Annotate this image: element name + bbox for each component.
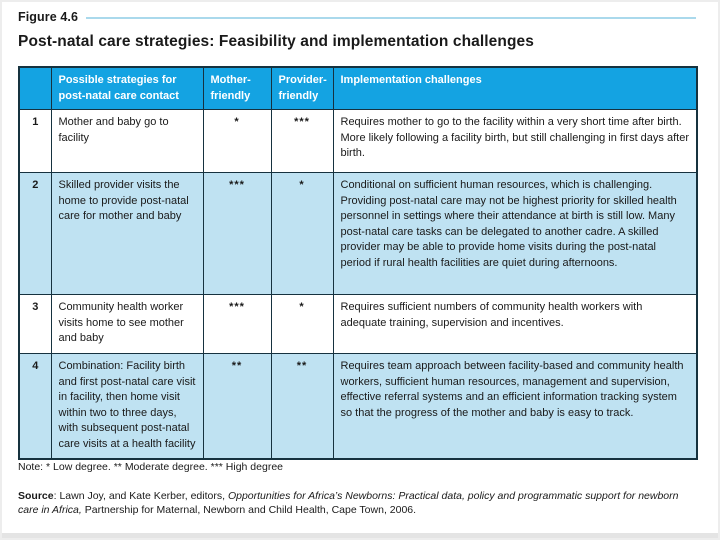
mother-friendly-rating: *** bbox=[202, 294, 272, 354]
strategy-cell: Skilled provider visits the home to prov… bbox=[50, 172, 204, 295]
source-publisher: Partnership for Maternal, Newborn and Ch… bbox=[81, 504, 417, 516]
table-row: 1 Mother and baby go to facility * *** R… bbox=[18, 109, 698, 173]
source-authors: : Lawn Joy, and Kate Kerber, editors, bbox=[53, 490, 228, 502]
mother-friendly-rating: * bbox=[202, 109, 272, 173]
figure-header: Figure 4.6 bbox=[18, 10, 696, 24]
strategy-cell: Mother and baby go to facility bbox=[50, 109, 204, 173]
header-implementation-challenges: Implementation challenges bbox=[332, 66, 698, 110]
provider-friendly-rating: *** bbox=[270, 109, 334, 173]
mother-friendly-rating: ** bbox=[202, 353, 272, 459]
table-header-row: Possible strategies for post-natal care … bbox=[18, 66, 698, 110]
row-number: 3 bbox=[18, 294, 52, 354]
source-text: Source: Lawn Joy, and Kate Kerber, edito… bbox=[18, 489, 700, 517]
challenges-cell: Requires mother to go to the facility wi… bbox=[332, 109, 698, 173]
table-row: 2 Skilled provider visits the home to pr… bbox=[18, 172, 698, 295]
strategy-cell: Combination: Facility birth and first po… bbox=[50, 353, 204, 459]
page-title: Post-natal care strategies: Feasibility … bbox=[18, 33, 534, 50]
header-strategy: Possible strategies for post-natal care … bbox=[50, 66, 204, 110]
source-label: Source bbox=[18, 490, 54, 502]
source-publication-title: Opportunities for Africa’s Newborns: Pra… bbox=[18, 490, 679, 516]
header-mother-friendly: Mother-friendly bbox=[202, 66, 272, 110]
challenges-cell: Conditional on sufficient human resource… bbox=[332, 172, 698, 295]
note-text: Note: * Low degree. ** Moderate degree. … bbox=[18, 461, 284, 473]
row-number: 2 bbox=[18, 172, 52, 295]
strategy-cell: Community health worker visits home to s… bbox=[50, 294, 204, 354]
row-number: 4 bbox=[18, 353, 52, 459]
row-number: 1 bbox=[18, 109, 52, 173]
provider-friendly-rating: * bbox=[270, 172, 334, 295]
header-number bbox=[18, 66, 52, 110]
provider-friendly-rating: * bbox=[270, 294, 334, 354]
header-rule-line bbox=[86, 16, 696, 19]
mother-friendly-rating: *** bbox=[202, 172, 272, 295]
figure-number-label: Figure 4.6 bbox=[18, 10, 79, 24]
table-row: 4 Combination: Facility birth and first … bbox=[18, 353, 698, 459]
challenges-cell: Requires sufficient numbers of community… bbox=[332, 294, 698, 354]
challenges-cell: Requires team approach between facility-… bbox=[332, 353, 698, 459]
header-provider-friendly: Provider-friendly bbox=[270, 66, 334, 110]
strategies-table: Possible strategies for post-natal care … bbox=[18, 66, 698, 460]
provider-friendly-rating: ** bbox=[270, 353, 334, 459]
table-row: 3 Community health worker visits home to… bbox=[18, 294, 698, 354]
